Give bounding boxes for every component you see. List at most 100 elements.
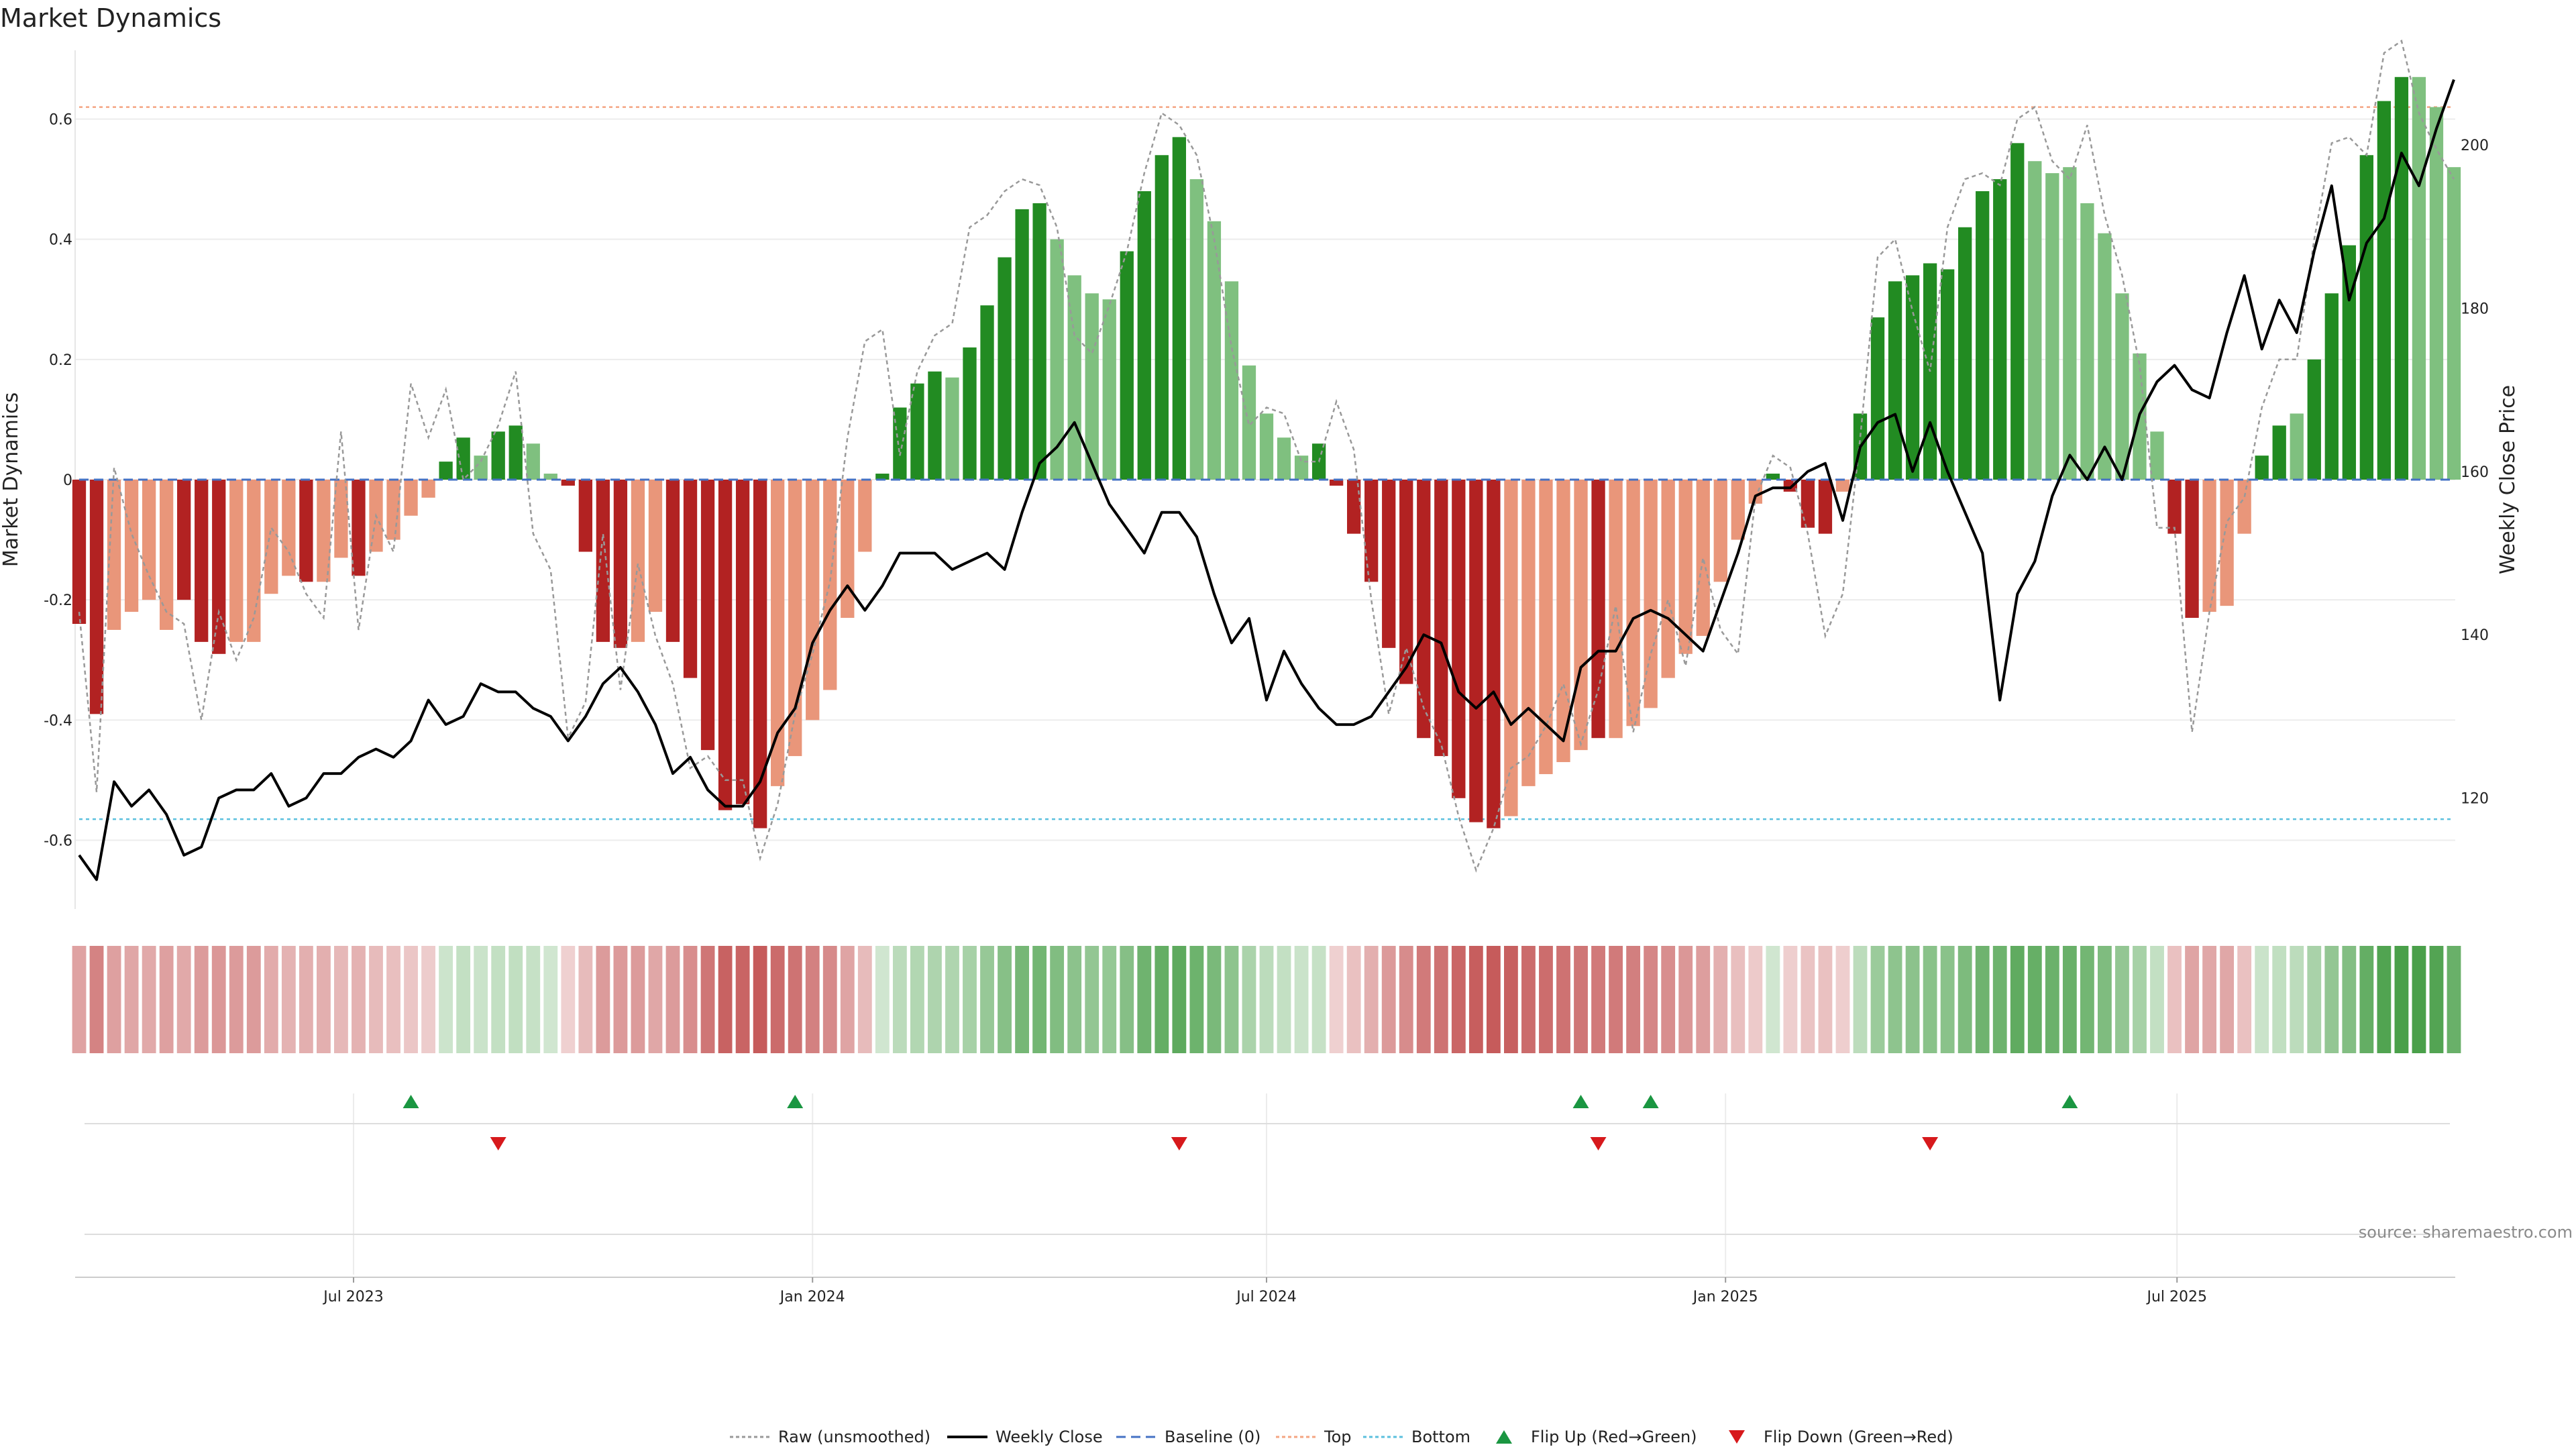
dynamics-bar <box>264 480 278 594</box>
dynamics-bar <box>317 480 331 582</box>
regime-strip-cell <box>1067 946 1082 1053</box>
dynamics-bar <box>2010 143 2025 480</box>
regime-strip-cell <box>404 946 418 1053</box>
flip-markers-panel <box>85 1095 2450 1235</box>
regime-strip-cell <box>561 946 576 1053</box>
regime-strip-cell <box>1766 946 1780 1053</box>
legend-item: Raw (unsmoothed) <box>730 1428 930 1446</box>
dynamics-bar <box>1155 155 1169 480</box>
regime-strip-cell <box>2185 946 2199 1053</box>
dynamics-bar <box>72 480 87 624</box>
regime-strip-cell <box>421 946 435 1053</box>
regime-strip-cell <box>1940 946 1955 1053</box>
regime-strip-cell <box>1818 946 1833 1053</box>
dynamics-bar <box>1172 137 1187 480</box>
regime-strip-cell <box>2133 946 2147 1053</box>
regime-strip-cell <box>596 946 610 1053</box>
regime-strip-cell <box>124 946 139 1053</box>
dynamics-bar <box>334 480 348 558</box>
dynamics-bar <box>2150 431 2164 480</box>
regime-strip-cell <box>1696 946 1711 1053</box>
dynamics-bar <box>1539 480 1553 774</box>
dynamics-bar <box>771 480 785 786</box>
legend-label: Baseline (0) <box>1165 1428 1260 1446</box>
regime-strip-cell <box>665 946 680 1053</box>
dynamics-bar <box>945 377 959 480</box>
regime-strip-cell <box>1434 946 1448 1053</box>
dynamics-bar <box>718 480 733 810</box>
y-tick-label: 0.4 <box>49 232 72 249</box>
dynamics-bar <box>1801 480 1815 528</box>
regime-strip-cell <box>1556 946 1570 1053</box>
regime-strip-cell <box>2447 946 2461 1053</box>
regime-strip-cell <box>1870 946 1885 1053</box>
regime-strip-cell <box>2010 946 2025 1053</box>
dynamics-bar <box>2324 293 2339 480</box>
regime-strip-cell <box>352 946 366 1053</box>
legend-item: Flip Down (Green→Red) <box>1729 1428 1953 1446</box>
dynamics-bar <box>1888 281 1902 480</box>
regime-strip-cell <box>718 946 733 1053</box>
regime-strip-cell <box>299 946 313 1053</box>
flip-up-marker <box>787 1095 804 1108</box>
regime-strip-cell <box>369 946 383 1053</box>
regime-strip-cell <box>1259 946 1274 1053</box>
regime-strip-cell <box>317 946 331 1053</box>
regime-strip-cell <box>980 946 994 1053</box>
regime-strip-cell <box>1713 946 1728 1053</box>
dynamics-bar <box>1644 480 1658 708</box>
legend-label: Top <box>1324 1428 1352 1446</box>
dynamics-bar <box>2290 413 2304 480</box>
dynamics-bar <box>806 480 820 720</box>
regime-strip-cell <box>246 946 261 1053</box>
dynamics-bar <box>1277 437 1291 480</box>
dynamics-bar <box>212 480 226 654</box>
dynamics-bar <box>1452 480 1466 798</box>
dynamics-bar <box>2342 245 2356 480</box>
regime-strip-cell <box>1923 946 1937 1053</box>
regime-strip-cell <box>2255 946 2269 1053</box>
regime-strip-cell <box>1329 946 1344 1053</box>
regime-strip-cell <box>1364 946 1379 1053</box>
dynamics-bar <box>1382 480 1396 648</box>
dynamics-bar <box>788 480 802 757</box>
y-tick-label: -0.6 <box>44 833 72 850</box>
regime-strip-cell <box>1015 946 1029 1053</box>
dynamics-bar <box>2447 167 2461 480</box>
regime-strip-cell <box>2115 946 2129 1053</box>
regime-strip-cell <box>211 946 226 1053</box>
dynamics-bar <box>299 480 313 582</box>
dynamics-bar <box>683 480 698 678</box>
regime-strip-cell <box>508 946 523 1053</box>
regime-strip-cell <box>1137 946 1152 1053</box>
flip-down-marker <box>1590 1137 1607 1150</box>
regime-strip-cell <box>386 946 400 1053</box>
dynamics-bar <box>2394 76 2409 480</box>
dynamics-bar <box>474 455 488 480</box>
raw-series-line <box>78 39 2455 873</box>
regime-strip-cell <box>1311 946 1326 1053</box>
regime-strip-cell <box>910 946 924 1053</box>
dynamics-bar <box>1678 480 1693 654</box>
regime-strip-cell <box>1957 946 1972 1053</box>
regime-strip-cell <box>1050 946 1065 1053</box>
legend-label: Flip Down (Green→Red) <box>1764 1428 1953 1446</box>
flip-up-marker <box>1642 1095 1659 1108</box>
regime-strip-cell <box>72 946 87 1053</box>
regime-strip-cell <box>1504 946 1518 1053</box>
dynamics-bar <box>980 305 994 480</box>
y2-tick-label: 180 <box>2461 301 2489 317</box>
regime-strip-cell <box>2342 946 2357 1053</box>
regime-strip-cell <box>735 946 750 1053</box>
legend-label: Weekly Close <box>996 1428 1103 1446</box>
regime-strip-cell <box>1591 946 1605 1053</box>
regime-strip-cell <box>107 946 121 1053</box>
dynamics-bar <box>1399 480 1413 684</box>
dynamics-bar <box>631 480 645 642</box>
dynamics-bar <box>526 443 540 480</box>
legend-item: Weekly Close <box>947 1428 1103 1446</box>
regime-strip-cell <box>1783 946 1798 1053</box>
regime-strip-cell <box>998 946 1012 1053</box>
dynamics-bar <box>352 480 366 576</box>
regime-strip-cell <box>1294 946 1309 1053</box>
